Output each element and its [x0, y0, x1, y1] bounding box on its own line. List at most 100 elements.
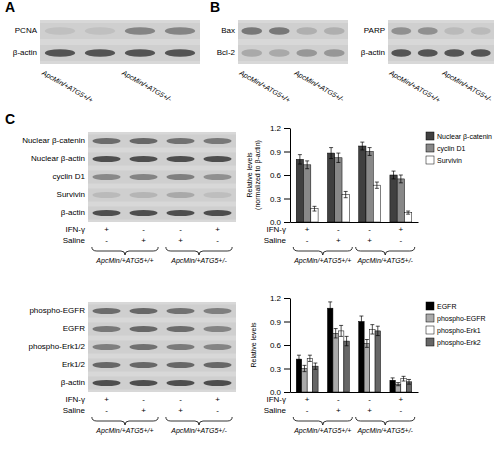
blot-strip — [88, 359, 236, 372]
plot-area — [296, 302, 412, 392]
y-axis-title: Relative levels(normalized to β-actin) — [246, 140, 262, 210]
bar — [327, 153, 334, 222]
blot: phospho-EGFREGFRphospho-Erk1/2Erk1/2β-ac… — [29, 302, 236, 435]
y-axis-title: Relative levels — [250, 322, 257, 368]
bar — [296, 159, 303, 222]
brace — [92, 247, 158, 255]
brace — [356, 417, 415, 425]
condition-label: Saline — [264, 406, 287, 415]
bar-chart: 0.00.30.60.91.2Relative levels(normalize… — [246, 124, 492, 265]
blot-band — [85, 27, 115, 34]
error-bar — [359, 316, 363, 327]
blot-strip — [88, 377, 236, 390]
condition-label: IFN-γ — [65, 395, 85, 404]
bar — [302, 369, 307, 393]
blot-background — [88, 132, 236, 222]
condition-label: IFN-γ — [266, 395, 286, 404]
error-bar — [312, 206, 316, 211]
plot-area — [296, 142, 412, 222]
brace — [92, 417, 158, 425]
blot-band — [204, 210, 232, 216]
blot-band — [45, 49, 75, 56]
condition-value: - — [179, 395, 182, 404]
blot: Nuclear β-cateninNuclear β-actincyclin D… — [22, 132, 236, 265]
error-bar — [328, 302, 332, 315]
condition-value: - — [216, 406, 219, 415]
error-bar — [392, 171, 396, 179]
blot-band — [167, 174, 195, 180]
condition-value: - — [399, 236, 402, 245]
blot-band — [204, 326, 232, 332]
legend-label: Nuclear β-catenin — [437, 133, 492, 141]
error-bar — [308, 355, 312, 361]
y-tick-label: 0.9 — [270, 318, 282, 327]
blot-band — [204, 344, 232, 350]
blot-row-label: Erk1/2 — [62, 360, 86, 369]
blot-band — [167, 326, 195, 332]
blot-band — [444, 27, 464, 34]
lane-group-label: ApcMin/+ATG5+/+ — [40, 68, 94, 104]
condition-value: - — [306, 406, 309, 415]
blot-band — [444, 49, 464, 56]
y-tick-mark — [284, 298, 290, 299]
legend-swatch — [426, 314, 434, 322]
blot-strip — [88, 153, 236, 166]
condition-label: IFN-γ — [65, 225, 85, 234]
blot-row-label: β-actin — [361, 48, 385, 57]
error-bar — [399, 175, 403, 183]
blot-band — [269, 27, 290, 34]
blot-band — [324, 49, 345, 56]
blot-band — [93, 192, 121, 198]
condition-value: + — [336, 406, 341, 415]
blot-band — [130, 192, 158, 198]
y-tick-label: 0.3 — [270, 195, 282, 204]
lane-group-label: ApcMin/+ATG5+/- — [356, 427, 413, 435]
bar — [375, 331, 380, 392]
y-tick-mark — [284, 128, 290, 129]
blot-band — [167, 308, 195, 314]
error-bar — [297, 355, 301, 363]
y-tick-label: 1.2 — [270, 294, 282, 303]
bar — [359, 146, 366, 222]
blot-band — [418, 27, 438, 34]
brace — [293, 417, 352, 425]
bar-chart: 0.00.30.60.91.2Relative levelsEGFRphosph… — [250, 294, 486, 435]
legend-swatch — [426, 326, 434, 334]
legend: EGFRphospho-EGFRphospho-Erk1phospho-Erk2 — [426, 302, 486, 347]
error-bar — [329, 148, 333, 159]
error-bar — [336, 153, 340, 162]
blot-band — [418, 49, 438, 56]
blot-band — [296, 49, 317, 56]
y-axis: 0.00.30.60.91.2 — [270, 294, 291, 397]
lane-group-label: ApcMin/+ATG5+/- — [292, 68, 346, 104]
blot-row-label: Nuclear β-catenin — [22, 136, 85, 145]
error-bar — [370, 325, 374, 334]
blot-band — [471, 49, 491, 56]
blot-band — [130, 138, 158, 144]
brace — [356, 247, 415, 255]
blot-band — [167, 380, 195, 386]
condition-value: + — [215, 395, 220, 404]
blot-band — [471, 27, 491, 34]
blot-strip — [88, 171, 236, 184]
bar — [397, 179, 404, 222]
blot-band — [93, 174, 121, 180]
bar — [333, 333, 338, 392]
blot-row-label: cyclin D1 — [53, 172, 86, 181]
condition-value: - — [142, 395, 145, 404]
blot-row-label: β-actin — [61, 378, 85, 387]
blot-row-label: Bcl-2 — [217, 48, 236, 57]
bar — [304, 165, 311, 222]
bar — [366, 152, 373, 223]
legend-swatch — [426, 144, 434, 152]
blot-strip — [40, 23, 200, 39]
blot-band — [125, 27, 155, 34]
blot-band — [125, 49, 155, 56]
condition-value: - — [337, 395, 340, 404]
legend-label: cyclin D1 — [437, 145, 466, 153]
error-bar — [298, 155, 302, 164]
condition-label: Saline — [63, 406, 86, 415]
blot-strip — [238, 45, 348, 61]
blot-band — [391, 49, 411, 56]
blot-row-label: phospho-Erk1/2 — [29, 342, 86, 351]
